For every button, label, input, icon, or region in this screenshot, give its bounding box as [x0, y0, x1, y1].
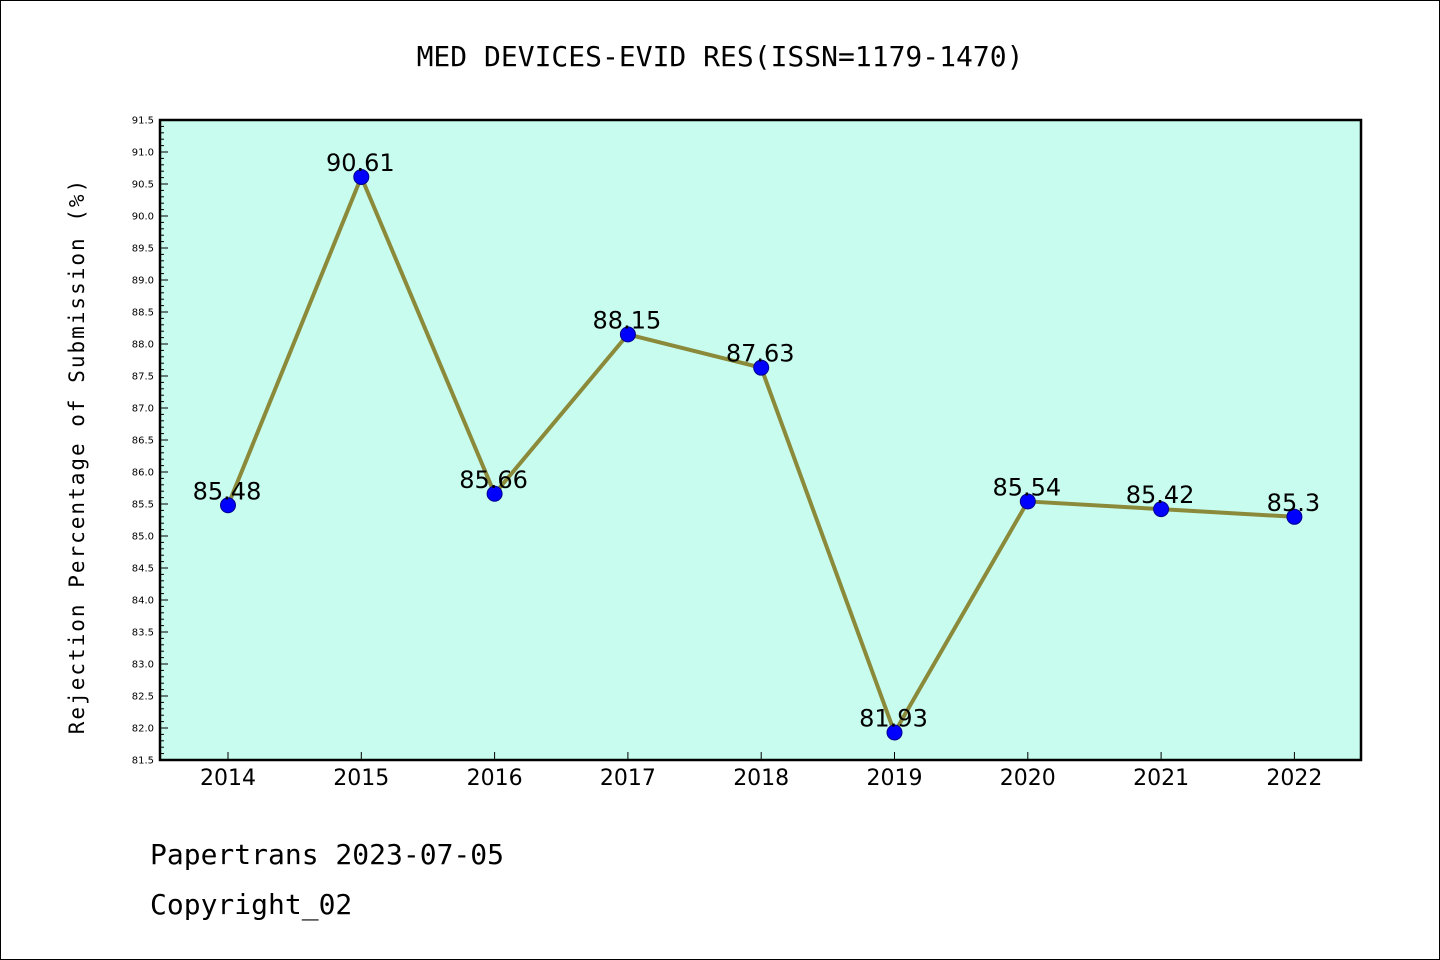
- data-point: [1153, 501, 1170, 518]
- data-label: 88.15: [593, 306, 662, 334]
- x-tick-label: 2022: [1266, 766, 1322, 791]
- data-point: [619, 326, 636, 343]
- data-point: [220, 497, 236, 514]
- y-tick-label: 81.5: [132, 756, 154, 767]
- y-tick-label: 87.0: [132, 404, 154, 415]
- y-tick-label: 84.5: [132, 564, 154, 575]
- data-label: 90.61: [326, 149, 395, 177]
- data-label: 85.48: [193, 477, 262, 505]
- y-tick-label: 82.5: [132, 692, 154, 703]
- data-labels: 85.48 90.61 85.66 88.15 87.63 81.93 85.54 85.42…: [193, 149, 1320, 733]
- y-tick-label: 90.0: [132, 212, 154, 223]
- x-tick-label: 2019: [867, 766, 923, 791]
- plot-area: [160, 120, 1361, 760]
- chart-title: MED DEVICES-EVID RES(ISSN=1179-1470): [417, 40, 1024, 73]
- x-tick-label: 2015: [333, 766, 389, 791]
- data-label: 85.42: [1126, 481, 1195, 509]
- y-axis-label: Rejection Percentage of Submission (%): [65, 178, 89, 734]
- series-group: [220, 168, 1303, 741]
- y-tick-label: 90.5: [132, 180, 154, 191]
- x-tick-label: 2017: [600, 766, 656, 791]
- y-tick-label: 84.0: [132, 596, 154, 607]
- data-point: [486, 485, 503, 502]
- y-tick-label: 83.0: [132, 660, 154, 671]
- data-point: [1019, 493, 1036, 510]
- y-tick-label: 88.0: [132, 340, 154, 351]
- y-tick-label: 86.0: [132, 468, 154, 479]
- x-tick-label: 2020: [1000, 766, 1056, 791]
- data-label: 81.93: [859, 704, 928, 732]
- plot-border: [158, 118, 1363, 762]
- data-label: 85.66: [459, 466, 528, 494]
- x-axis: 2014 2015 2016 2017 2018 2019 2020 2021 2022: [200, 752, 1322, 791]
- footer-date: Papertrans 2023-07-05: [150, 838, 504, 871]
- footer-copyright: Copyright_02: [150, 888, 352, 922]
- y-tick-label: 85.0: [132, 532, 154, 543]
- y-tick-label: 88.5: [132, 308, 154, 319]
- y-tick-label: 86.5: [132, 436, 154, 447]
- y-tick-label: 87.5: [132, 372, 154, 383]
- y-tick-label: 89.5: [132, 244, 154, 255]
- y-tick-label: 89.0: [132, 276, 154, 287]
- data-label: 85.54: [992, 473, 1061, 501]
- y-tick-label: 91.0: [132, 148, 154, 159]
- data-point: [1286, 508, 1303, 525]
- data-point: [886, 724, 903, 741]
- y-tick-label: 82.0: [132, 724, 154, 735]
- data-label: 85.3: [1267, 489, 1320, 517]
- x-tick-label: 2018: [733, 766, 789, 791]
- x-tick-label: 2021: [1133, 766, 1189, 791]
- y-tick-label: 91.5: [132, 116, 154, 127]
- y-tick-label: 83.5: [132, 628, 154, 639]
- data-point: [753, 359, 770, 376]
- y-tick-label: 85.5: [132, 500, 154, 511]
- x-tick-label: 2016: [467, 766, 523, 791]
- data-point: [353, 168, 370, 185]
- x-tick-label: 2014: [200, 766, 256, 791]
- data-label: 87.63: [726, 340, 795, 368]
